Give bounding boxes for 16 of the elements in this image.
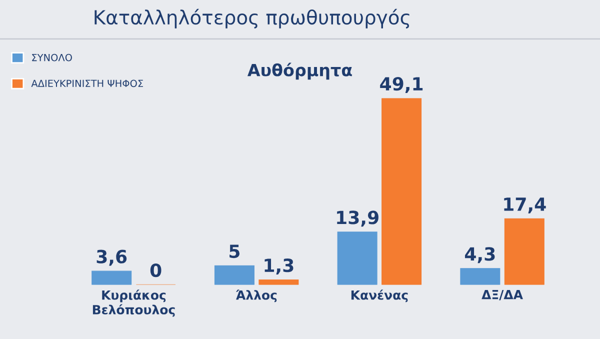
chart-subtitle: Αυθόρμητα <box>247 62 352 80</box>
x-tick-label: Κυριάκος Βελόπουλος <box>92 290 175 317</box>
legend-label: ΣΥΝΟΛΟ <box>32 54 72 62</box>
data-label: 1,3 <box>264 258 294 274</box>
data-label: 3,6 <box>96 250 127 266</box>
legend-label: ΑΔΙΕΥΚΡΙΝΙΣΤΗ ΨΗΦΟΣ <box>31 80 143 88</box>
data-label: 17,4 <box>504 198 546 214</box>
x-tick-label: Άλλος <box>236 290 277 302</box>
x-tick-label: ΔΞ/ΔΑ <box>482 290 523 300</box>
data-label: 0 <box>150 263 162 278</box>
chart-title: Καταλληλότερος πρωθυπουργός <box>94 8 410 28</box>
data-label: 5 <box>230 244 240 258</box>
data-label: 4,3 <box>464 247 495 264</box>
data-label: 13,9 <box>337 210 378 227</box>
data-label: 49,1 <box>380 77 423 93</box>
x-tick-label: Κανένας <box>351 290 408 302</box>
